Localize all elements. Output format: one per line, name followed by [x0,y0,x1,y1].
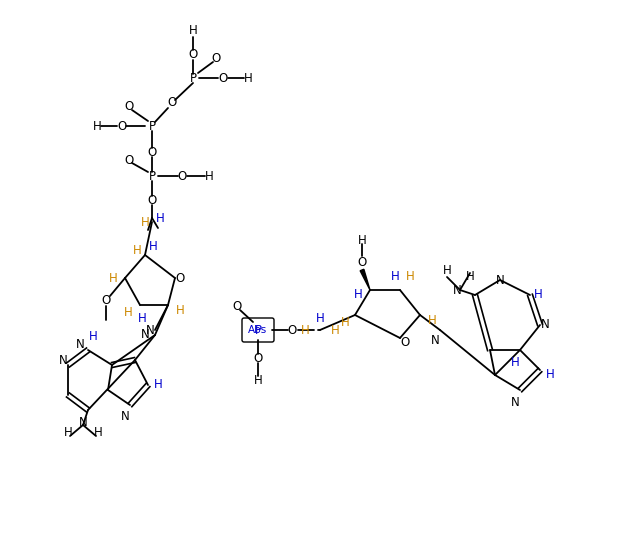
Text: O: O [177,170,187,183]
Text: O: O [254,352,263,365]
FancyBboxPatch shape [242,318,274,342]
Text: N: N [541,319,550,332]
Text: H: H [64,425,73,438]
Text: O: O [232,300,242,313]
Text: H: H [141,216,150,229]
Text: H: H [428,313,436,326]
Text: P: P [148,170,155,183]
Text: N: N [496,274,505,287]
Text: O: O [287,324,297,337]
Text: O: O [218,72,228,85]
Text: O: O [101,294,111,306]
Text: N: N [121,410,130,423]
Text: H: H [244,72,252,85]
Text: O: O [401,337,409,350]
Text: N: N [146,324,155,337]
Text: H: H [89,330,98,343]
Text: N: N [453,283,461,296]
Polygon shape [360,269,370,290]
Text: H: H [123,306,132,319]
Text: H: H [205,170,213,183]
Text: N: N [79,416,88,429]
Text: H: H [443,264,451,278]
Text: H: H [153,378,162,391]
Text: H: H [133,243,141,256]
Text: N: N [431,333,439,346]
Text: H: H [406,269,414,282]
Text: H: H [156,211,165,224]
Text: O: O [147,193,156,207]
Text: N: N [511,396,520,409]
Text: H: H [533,288,542,301]
Text: N: N [141,328,150,341]
Text: O: O [175,272,185,285]
Text: O: O [357,255,367,268]
Text: H: H [109,272,118,285]
Text: H: H [94,425,103,438]
Text: O: O [147,145,156,158]
Text: O: O [212,53,220,66]
Text: P: P [190,72,197,85]
Text: N: N [76,339,85,352]
Text: H: H [176,304,185,317]
Text: H: H [511,356,520,369]
Text: O: O [125,153,133,166]
Text: H: H [546,369,555,382]
Text: O: O [125,100,133,113]
Text: O: O [118,119,126,132]
Text: Abs: Abs [249,325,268,335]
Text: H: H [254,373,262,386]
Text: H: H [357,234,366,247]
Text: H: H [148,241,157,254]
Text: H: H [466,270,475,283]
Text: O: O [188,48,198,61]
Text: H: H [93,119,101,132]
Text: H: H [331,324,339,337]
Text: H: H [354,288,362,301]
Text: O: O [167,96,177,109]
Text: H: H [188,23,197,36]
Text: N: N [59,353,68,366]
Text: H: H [138,313,146,326]
Text: H: H [300,324,309,337]
Text: H: H [316,312,324,325]
Text: P: P [255,324,262,337]
Text: H: H [391,269,399,282]
Text: P: P [148,119,155,132]
Text: H: H [341,317,349,330]
